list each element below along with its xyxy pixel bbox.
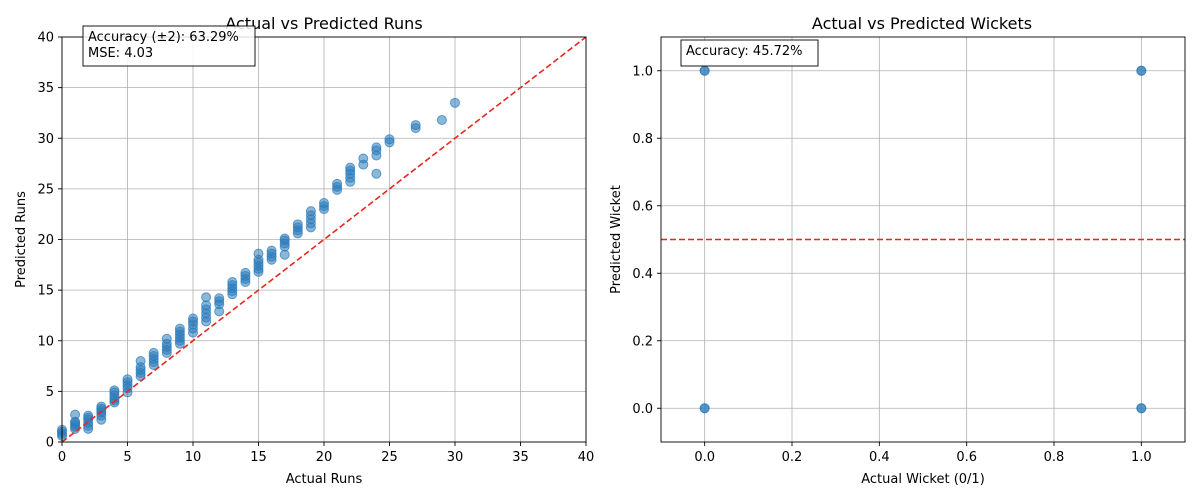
chart-0-point-0-9 xyxy=(70,409,81,420)
chart-1-point-0-3 xyxy=(699,65,710,76)
chart-1-point-0-7 xyxy=(1136,65,1147,76)
chart-1-point-0-5 xyxy=(1136,403,1147,414)
chart-0-y-tick-label-1: 5 xyxy=(46,385,54,400)
chart-1-points xyxy=(699,65,1147,414)
chart-0-point-0-112 xyxy=(345,162,356,173)
chart-0-point-0-32 xyxy=(122,374,133,385)
chart-0-point-0-115 xyxy=(371,168,382,179)
chart-0-y-tick-label-3: 15 xyxy=(37,284,54,299)
chart-1-point-0-1 xyxy=(699,403,710,414)
chart-0-annotation-line-1: MSE: 4.03 xyxy=(88,46,153,61)
chart-0-x-tick-label-5: 25 xyxy=(381,450,398,465)
chart-0-point-0-92 xyxy=(279,233,290,244)
chart-1-annotation-line-0: Accuracy: 45.72% xyxy=(686,44,803,59)
chart-0-point-0-73 xyxy=(227,277,238,288)
chart-0-point-0-21 xyxy=(96,401,107,412)
chart-0-x-tick-label-2: 10 xyxy=(185,450,202,465)
chart-0-point-0-120 xyxy=(384,134,395,145)
chart-1-annotation-frame xyxy=(680,39,819,67)
chart-0-point-0-124 xyxy=(450,97,460,108)
chart-0-point-0-83 xyxy=(253,248,264,259)
chart-0-point-0-58 xyxy=(188,313,198,324)
chart-0-point-0-101 xyxy=(305,206,316,217)
chart-0-point-0-15 xyxy=(83,410,94,421)
chart-0-annotation-line-0: Accuracy (±2): 63.29% xyxy=(88,30,239,45)
chart-1-x-tick-label-4: 0.8 xyxy=(1044,450,1065,465)
wickets-chart-panel: 0.0 0.2 0.4 0.6 0.8 1.0 0.0 0.2 0.4 0.6 0.8 1.0 Actu… xyxy=(609,14,1186,487)
chart-0-point-0-64 xyxy=(201,292,212,303)
chart-0-x-tick-label-0: 0 xyxy=(58,450,66,465)
chart-0-point-0-68 xyxy=(214,293,225,304)
chart-1-x-tick-label-0: 0.0 xyxy=(694,450,715,465)
chart-0-point-0-27 xyxy=(109,385,120,396)
chart-1-y-tick-label-4: 0.8 xyxy=(632,132,653,147)
chart-0-point-0-118 xyxy=(371,142,382,153)
chart-1-y-axis-label: Predicted Wicket xyxy=(609,185,624,294)
chart-0-point-0-47 xyxy=(161,333,172,344)
chart-0-point-0-123 xyxy=(436,115,447,126)
chart-1-y-tick-label-2: 0.4 xyxy=(632,267,653,282)
chart-0-point-0-114 xyxy=(358,153,369,164)
chart-0-y-tick-label-2: 10 xyxy=(37,334,54,349)
chart-0-y-tick-label-7: 35 xyxy=(37,81,54,96)
chart-1-y-tick-label-5: 1.0 xyxy=(632,64,653,79)
chart-0-x-tick-label-3: 15 xyxy=(250,450,267,465)
chart-0-y-tick-label-0: 0 xyxy=(46,436,54,451)
chart-0-annotation-frame xyxy=(82,25,256,67)
chart-1-y-tick-label-1: 0.2 xyxy=(632,334,653,349)
chart-1-y-tick-label-0: 0.0 xyxy=(632,402,653,417)
chart-1-x-tick-label-2: 0.4 xyxy=(869,450,890,465)
chart-0-y-axis-label: Predicted Runs xyxy=(14,191,29,288)
chart-0-point-0-87 xyxy=(266,245,277,256)
chart-0-x-tick-label-4: 20 xyxy=(316,450,333,465)
chart-1-x-tick-label-5: 1.0 xyxy=(1131,450,1152,465)
chart-0-point-0-53 xyxy=(174,323,185,334)
chart-1-annotation-box: Accuracy: 45.72% xyxy=(680,39,819,67)
chart-0-title: Actual vs Predicted Runs xyxy=(225,14,422,33)
chart-0-point-0-77 xyxy=(240,267,251,278)
chart-1-x-tick-label-3: 0.6 xyxy=(956,450,977,465)
chart-0-y-tick-label-4: 20 xyxy=(37,233,54,248)
chart-0-point-0-37 xyxy=(135,356,146,366)
chart-0-annotation-box: Accuracy (±2): 63.29%MSE: 4.03 xyxy=(82,25,256,67)
chart-0-point-0-96 xyxy=(292,219,303,230)
chart-1-y-tick-label-3: 0.6 xyxy=(632,199,653,214)
chart-0-x-tick-label-6: 30 xyxy=(447,450,464,465)
chart-0-points xyxy=(57,97,460,441)
chart-0-x-tick-label-8: 40 xyxy=(578,450,595,465)
chart-0-x-tick-label-1: 5 xyxy=(123,450,131,465)
chart-0-x-tick-label-7: 35 xyxy=(512,450,529,465)
chart-1-title: Actual vs Predicted Wickets xyxy=(812,14,1032,33)
runs-chart-panel: 0 5 10 15 20 25 30 35 40 0 5 10 15 20 25 30 35 40 Actual v… xyxy=(14,14,594,487)
chart-0-point-0-107 xyxy=(332,178,343,189)
chart-0-y-tick-label-6: 30 xyxy=(37,132,54,147)
chart-0-x-axis-label: Actual Runs xyxy=(286,472,363,487)
chart-0-point-0-104 xyxy=(319,198,329,209)
chart-0-reference-line xyxy=(61,36,587,443)
chart-1-x-axis-label: Actual Wicket (0/1) xyxy=(861,472,985,487)
chart-0-y-tick-label-8: 40 xyxy=(37,31,54,46)
chart-1-axes-frame xyxy=(660,36,1186,443)
chart-1-x-tick-label-1: 0.2 xyxy=(782,450,803,465)
chart-0-point-0-122 xyxy=(410,120,421,131)
chart-0-point-0-42 xyxy=(148,347,159,358)
chart-0-y-tick-label-5: 25 xyxy=(37,182,54,197)
